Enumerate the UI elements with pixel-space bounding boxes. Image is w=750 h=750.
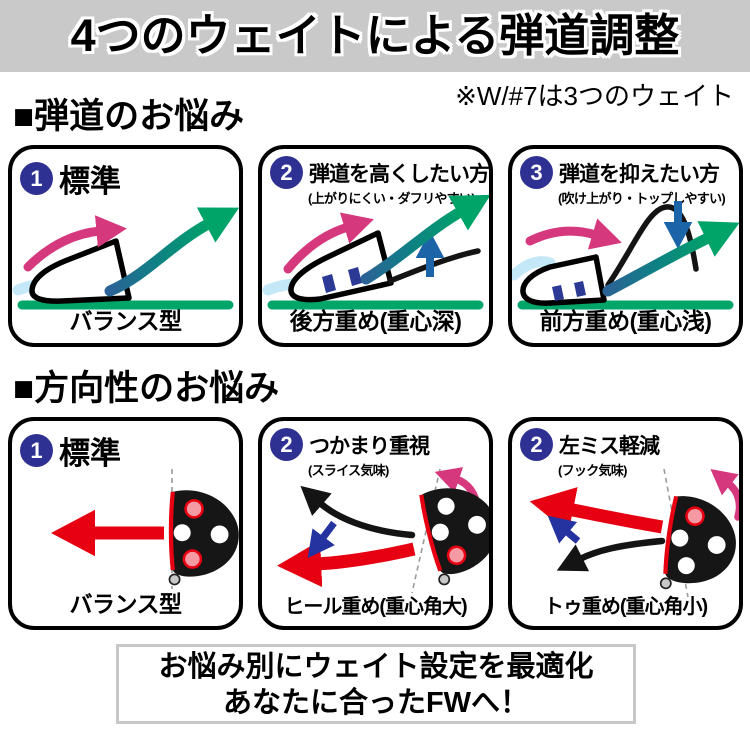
panel-caption: 前方重め(重心浅) (539, 308, 712, 334)
panel-title: つかまり重視 (309, 434, 430, 458)
direction-draw-illustration (277, 467, 489, 594)
panel-trajectory-lower: 3 弾道を抑えたい方 (吹け上がり・トップしやすい) 前方重め(重心浅) (508, 145, 743, 347)
panel-trajectory-higher: 2 弾道を高くしたい方 (上がりにくい・ダフリやすい) 後方重め(重心深) (258, 145, 493, 347)
number-badge: 2 (270, 428, 303, 461)
club-head-top-icon (659, 495, 736, 590)
panel-header: 2 左ミス軽減 (フック気味) (520, 428, 737, 479)
weight-port-icon (677, 557, 695, 575)
panel-caption: ヒール重め(重心角大) (284, 596, 467, 618)
weight-plug-icon (322, 274, 336, 293)
weight-port-icon (210, 525, 229, 544)
active-weight-port-icon (685, 506, 705, 526)
ball-path-arrow-icon (277, 540, 416, 588)
panel-caption: バランス型 (69, 591, 182, 617)
prev-trajectory-line (387, 248, 481, 284)
trajectory-arrow-icon (602, 221, 739, 297)
active-weight-port-icon (184, 499, 204, 519)
panel-trajectory-standard: 1 標準 バランス型 (8, 145, 243, 347)
number-badge: 1 (20, 434, 53, 467)
face-line (168, 491, 175, 571)
direction-fade-illustration (529, 468, 739, 598)
face-line (419, 494, 443, 572)
trajectory-arrow-icon (104, 207, 239, 297)
trajectory-higher-illustration (262, 194, 489, 310)
number-badge: 2 (520, 428, 553, 461)
panel-subtitle: (スライス気味) (308, 463, 389, 478)
panel-header: 1 標準 (20, 428, 237, 473)
active-weight-port-icon (182, 549, 203, 569)
active-weight-port-icon (446, 545, 467, 566)
panel-direction-fade: 2 左ミス軽減 (フック気味) トゥ重め(重心角小) (508, 417, 743, 630)
panel-title: 標準 (59, 164, 121, 199)
panel-header: 1 標準 (20, 156, 237, 201)
swing-arrow-icon (23, 215, 127, 272)
panel-title: 弾道を高くしたい方 (309, 162, 490, 186)
hosel-icon (438, 573, 451, 586)
panel-title: 左ミス軽減 (559, 434, 660, 458)
swing-arrow-icon (525, 218, 622, 250)
swing-arrow-icon (283, 212, 374, 274)
club-head-side-icon (29, 238, 132, 304)
direction-standard-illustration (51, 469, 239, 589)
panel-title: 標準 (59, 436, 121, 471)
rotation-arrow-icon (710, 468, 739, 521)
panel-direction-draw: 2 つかまり重視 (スライス気味) ヒール重め(重心角大) (258, 417, 493, 630)
weight-port-icon (468, 515, 486, 534)
panel-caption: バランス型 (69, 308, 182, 334)
weight-plug-icon (574, 281, 586, 297)
weight-port-icon (437, 497, 455, 515)
panel-subtitle: (フック気味) (558, 463, 627, 478)
summary-line1: お悩み別にウェイト設定を最適化 (158, 651, 594, 683)
miss-path-arrow-icon (556, 537, 666, 572)
face-line (663, 495, 679, 574)
section-heading-direction: ■方向性のお悩み (13, 369, 280, 408)
trajectory-lower-illustration (512, 201, 739, 310)
number-badge: 2 (270, 156, 303, 189)
banner-title: 4つのウェイトによる弾道調整 (70, 10, 680, 61)
weight-plug-icon (348, 267, 362, 286)
panel-caption: 後方重め(重心深) (289, 308, 462, 334)
summary-box: お悩み別にウェイト設定を最適化 あなたに合ったFWへ！ (116, 644, 636, 724)
panel-subtitle: (吹け上がり・トップしやすい) (558, 191, 726, 206)
club-head-top-icon (168, 490, 239, 586)
weight-port-icon (671, 529, 689, 547)
correction-arrow-icon (307, 520, 337, 559)
number-badge: 1 (20, 162, 53, 195)
hosel-icon (168, 573, 181, 586)
number-badge: 3 (520, 156, 553, 189)
trajectory-standard-illustration (12, 207, 239, 310)
weight-port-icon (431, 523, 449, 541)
panel-header: 2 つかまり重視 (スライス気味) (270, 428, 487, 479)
section-heading-trajectory: ■弾道のお悩み (13, 97, 245, 136)
weight-port-icon (173, 524, 191, 542)
weight-count-note: ※W/#7は3つのウェイト (455, 81, 734, 111)
ball-path-arrow-icon (529, 487, 664, 534)
summary-line2: あなたに合ったFWへ！ (222, 687, 530, 719)
panel-direction-standard: 1 標準 バランス型 (8, 417, 243, 630)
panel-caption: トゥ重め(重心角小) (543, 596, 708, 618)
weight-plug-icon (552, 285, 564, 301)
club-head-top-icon (419, 488, 489, 586)
hosel-icon (659, 577, 672, 590)
weight-port-icon (707, 536, 726, 554)
panel-subtitle: (上がりにくい・ダフリやすい) (308, 191, 476, 206)
trajectory-arrow-icon (360, 194, 489, 285)
panel-header: 2 弾道を高くしたい方 (上がりにくい・ダフリやすい) (270, 156, 490, 207)
turf-swoosh-icon (512, 256, 556, 281)
panel-header: 3 弾道を抑えたい方 (吹け上がり・トップしやすい) (520, 156, 737, 207)
banner: 4つのウェイトによる弾道調整 (0, 0, 750, 72)
miss-path-arrow-icon (300, 485, 416, 539)
panel-title: 弾道を抑えたい方 (559, 162, 720, 186)
correction-arrow-icon (547, 515, 581, 544)
